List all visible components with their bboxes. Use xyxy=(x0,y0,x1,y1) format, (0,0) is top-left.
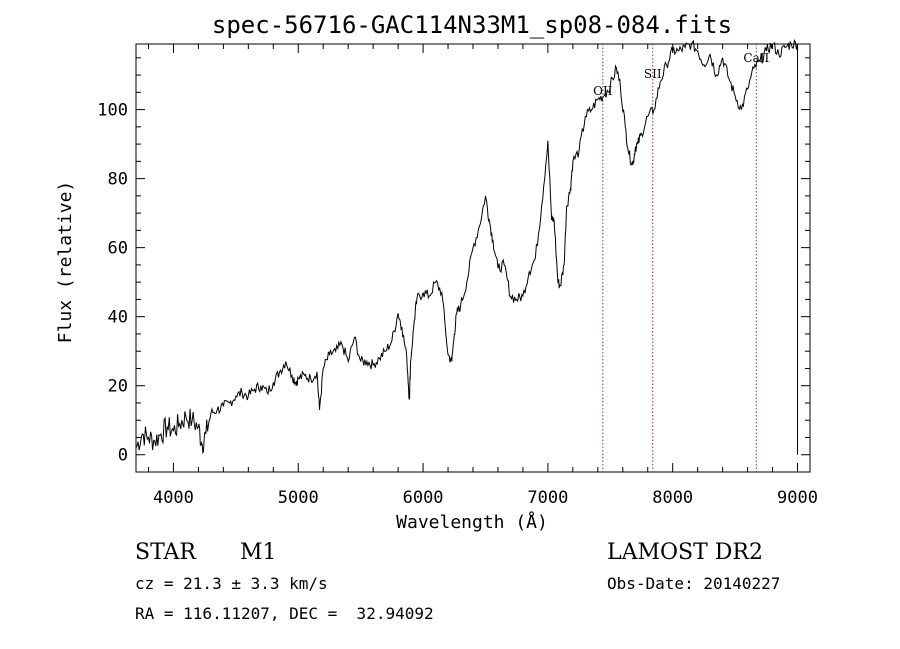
chart-title: spec-56716-GAC114N33M1_sp08-084.fits xyxy=(212,11,732,39)
y-tick-label: 0 xyxy=(118,446,128,466)
spectrum-line xyxy=(135,39,798,454)
x-tick-label: 8000 xyxy=(652,488,693,508)
y-tick-label: 80 xyxy=(108,170,128,190)
y-axis-label: Flux (relative) xyxy=(55,181,76,344)
y-tick-label: 100 xyxy=(97,101,128,121)
redshift-cz: cz = 21.3 ± 3.3 km/s xyxy=(135,574,328,593)
spectrum-series xyxy=(135,39,799,455)
y-tick-label: 60 xyxy=(108,239,128,259)
x-tick-label: 5000 xyxy=(278,488,319,508)
object-class: STAR xyxy=(135,540,196,565)
survey-name: LAMOST DR2 xyxy=(607,540,763,565)
line-label-oii: OII xyxy=(593,84,613,98)
x-tick-label: 9000 xyxy=(777,488,818,508)
x-tick-label: 6000 xyxy=(403,488,444,508)
coordinates: RA = 116.11207, DEC = 32.94092 xyxy=(135,604,434,623)
y-tick-label: 20 xyxy=(108,377,128,397)
x-tick-label: 4000 xyxy=(153,488,194,508)
line-label-sii: SII xyxy=(644,67,662,81)
y-axis: 0 20 40 60 80 100 xyxy=(97,57,810,466)
x-axis: 4000 5000 6000 7000 8000 9000 xyxy=(147,44,818,508)
observation-date: Obs-Date: 20140227 xyxy=(607,574,781,593)
plot-frame xyxy=(135,43,811,473)
x-tick-label: 7000 xyxy=(527,488,568,508)
object-subclass: M1 xyxy=(240,540,277,565)
x-axis-label: Wavelength (Å) xyxy=(396,511,548,533)
y-tick-label: 40 xyxy=(108,308,128,328)
